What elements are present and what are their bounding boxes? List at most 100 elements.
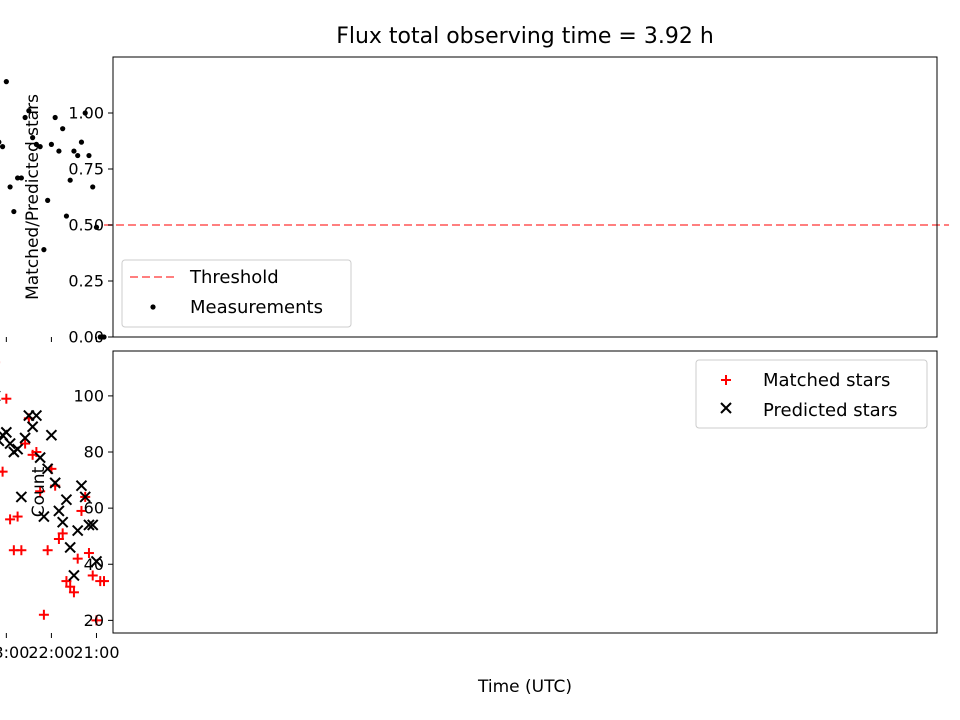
lower-panel: 20 40 60 80 100 21:0022:0023:0000:0001:0002:…: [0, 350, 938, 697]
measurement-point: [101, 334, 107, 340]
matched-star-point: [38, 609, 49, 620]
predicted-star-point: [87, 519, 99, 531]
lower-y-axis-label: Count: [29, 466, 49, 517]
measurements-series: [0, 79, 107, 340]
upper-y-tick-label: 1.00: [68, 104, 104, 123]
predicted-star-point: [34, 451, 46, 464]
matched-star-point: [53, 534, 64, 544]
upper-y-tick-label: 0.00: [68, 328, 104, 347]
predicted-star-point: [19, 432, 31, 444]
legend-matched-label: Matched stars: [763, 370, 890, 391]
predicted-star-point: [26, 421, 39, 433]
predicted-star-point: [83, 519, 95, 531]
measurement-point: [97, 334, 103, 340]
lower-legend: Matched stars Predicted stars: [695, 359, 928, 429]
lower-axes-frame: [112, 350, 938, 634]
lower-y-tick-label: 40: [84, 555, 104, 574]
predicted-star-point: [90, 555, 103, 568]
lower-x-tick-label: 21:00: [73, 643, 119, 662]
matched-star-point: [1, 393, 12, 404]
upper-legend: Threshold Measurements: [121, 259, 352, 328]
measurement-point: [48, 141, 55, 147]
matched-star-point: [91, 615, 102, 626]
lower-x-tick-label: 22:00: [28, 643, 74, 662]
measurement-point: [3, 79, 9, 85]
matched-star-point: [5, 514, 16, 525]
measurement-point: [93, 224, 100, 230]
chart-title: Flux total observing time = 3.92 h: [336, 24, 714, 49]
predicted-star-point: [38, 510, 50, 523]
measurement-point: [18, 175, 24, 181]
legend-measurements-swatch: [150, 304, 156, 310]
matched-star-point: [42, 545, 53, 556]
matched-stars-series: [0, 361, 109, 626]
measurement-point: [33, 141, 39, 147]
measurement-point: [45, 197, 51, 203]
measurement-point: [7, 184, 13, 190]
matched-star-point: [95, 576, 106, 587]
lower-y-tick-label: 20: [84, 611, 104, 630]
measurement-point: [56, 148, 62, 154]
lower-y-ticks: 20 40 60 80 100: [73, 386, 113, 630]
predicted-star-point: [23, 409, 35, 422]
matched-star-point: [8, 545, 19, 556]
upper-y-tick-label: 0.50: [68, 216, 104, 235]
predicted-star-point: [49, 477, 61, 489]
upper-y-tick-label: 0.25: [68, 272, 104, 291]
measurement-point: [41, 247, 47, 253]
lower-y-tick-label: 60: [84, 499, 104, 518]
predicted-star-point: [71, 524, 84, 537]
predicted-star-point: [56, 516, 69, 528]
legend-predicted-label: Predicted stars: [763, 400, 897, 421]
predicted-star-point: [75, 479, 88, 492]
measurement-point: [75, 152, 81, 159]
matched-star-point: [61, 576, 72, 587]
upper-legend-box: [121, 259, 352, 328]
measurement-point: [63, 213, 70, 219]
legend-matched-swatch: [721, 375, 731, 385]
matched-star-point: [72, 553, 83, 564]
upper-x-ticks: [5, 337, 97, 342]
matched-star-point: [68, 587, 79, 598]
measurement-point: [11, 208, 17, 215]
legend-measurements-label: Measurements: [190, 297, 323, 318]
measurement-point: [0, 139, 2, 145]
predicted-star-point: [8, 446, 20, 458]
predicted-star-point: [0, 435, 5, 447]
matched-star-point: [76, 505, 87, 516]
upper-y-ticks: 0.00 0.25 0.50 0.75 1.00: [68, 104, 113, 347]
legend-predicted-swatch: [720, 402, 732, 414]
matched-star-point: [65, 581, 76, 592]
measurement-point: [71, 148, 77, 154]
measurement-point: [86, 152, 92, 159]
matched-star-point: [57, 528, 68, 539]
measurement-point: [82, 110, 88, 116]
matched-star-point: [83, 548, 94, 559]
predicted-star-point: [68, 569, 80, 582]
upper-y-tick-label: 0.75: [68, 160, 104, 179]
matched-star-point: [87, 570, 98, 581]
lower-y-tick-label: 80: [84, 443, 104, 462]
measurement-point: [26, 108, 32, 114]
predicted-star-point: [64, 541, 76, 554]
matched-star-point: [35, 486, 46, 497]
lower-legend-box: [695, 359, 928, 429]
matched-star-point: [12, 511, 23, 522]
predicted-star-point: [15, 491, 28, 503]
predicted-star-point: [53, 505, 65, 517]
predicted-star-point: [60, 494, 73, 506]
x-axis-label: Time (UTC): [477, 677, 572, 697]
predicted-star-point: [45, 429, 58, 441]
upper-axes-frame: [112, 56, 938, 338]
matched-star-point: [20, 438, 31, 449]
predicted-stars-series: [0, 390, 103, 582]
measurement-point: [90, 184, 96, 190]
predicted-star-point: [0, 429, 9, 441]
measurement-point: [22, 114, 28, 121]
measurement-point: [52, 114, 58, 121]
measurement-point: [15, 175, 21, 181]
predicted-star-point: [41, 463, 54, 475]
measurement-point: [67, 177, 73, 183]
